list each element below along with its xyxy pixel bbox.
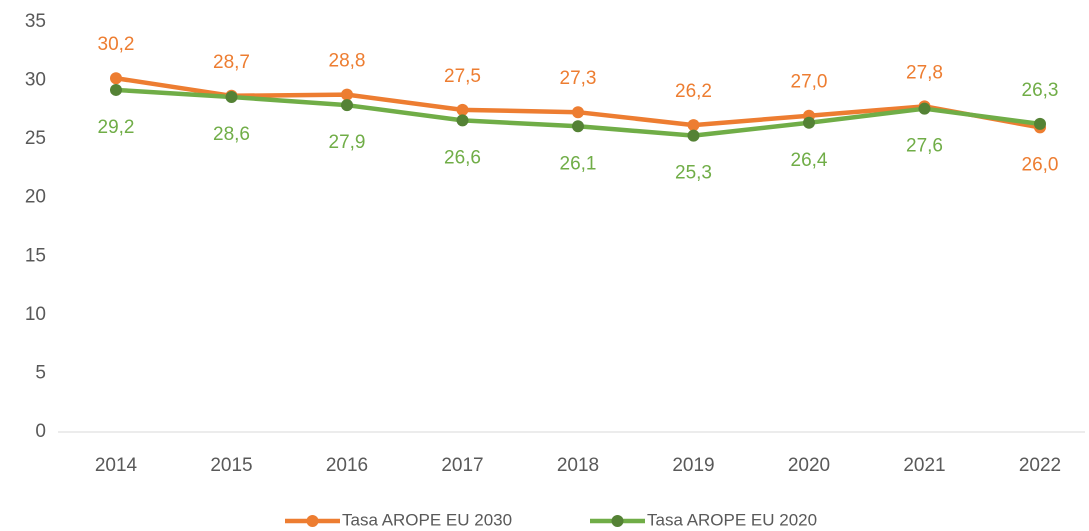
y-tick-label: 25: [25, 128, 46, 149]
data-point: [803, 116, 815, 129]
y-tick-label: 35: [25, 11, 46, 32]
data-label: 27,0: [791, 72, 828, 93]
data-label: 25,3: [675, 163, 712, 184]
data-point: [687, 119, 700, 132]
data-label: 27,9: [329, 132, 366, 153]
x-tick-label: 2016: [326, 455, 368, 476]
data-label: 26,0: [1022, 154, 1059, 175]
data-point: [110, 83, 122, 96]
data-label: 28,6: [213, 124, 250, 145]
data-point: [687, 129, 700, 142]
legend-label: Tasa AROPE EU 2020: [647, 510, 817, 529]
data-point: [572, 106, 584, 119]
y-tick-label: 15: [25, 245, 46, 266]
y-tick-label: 30: [25, 70, 46, 91]
y-tick-label: 10: [25, 304, 46, 325]
data-point: [456, 103, 469, 116]
data-label: 27,5: [444, 66, 481, 87]
data-label: 29,2: [98, 117, 135, 138]
y-tick-label: 0: [35, 421, 46, 442]
data-label: 30,2: [98, 34, 135, 55]
x-tick-label: 2021: [903, 455, 945, 476]
x-tick-label: 2019: [672, 455, 714, 476]
x-tick-label: 2022: [1019, 455, 1061, 476]
data-label: 27,8: [906, 62, 943, 83]
x-tick-label: 2018: [557, 455, 599, 476]
x-tick-label: 2015: [210, 455, 252, 476]
legend-marker: [306, 515, 319, 527]
data-label: 28,7: [213, 52, 250, 73]
x-tick-label: 2014: [95, 455, 138, 476]
data-label: 27,3: [560, 68, 597, 89]
y-tick-label: 20: [25, 187, 46, 208]
data-label: 26,3: [1022, 80, 1059, 101]
legend-label: Tasa AROPE EU 2030: [342, 510, 512, 529]
data-point: [572, 120, 584, 133]
y-tick-label: 5: [35, 362, 46, 383]
data-label: 26,6: [444, 147, 481, 168]
data-point: [918, 102, 931, 115]
data-point: [341, 99, 353, 112]
x-tick-label: 2017: [441, 455, 483, 476]
legend-marker: [611, 515, 624, 527]
data-label: 26,1: [560, 153, 597, 174]
data-label: 27,6: [906, 136, 943, 157]
data-point: [225, 90, 238, 103]
data-label: 28,8: [329, 51, 366, 72]
data-point: [341, 88, 353, 101]
data-label: 26,2: [675, 81, 712, 102]
data-label: 26,4: [791, 150, 828, 171]
data-point: [456, 114, 469, 127]
x-tick-label: 2020: [788, 455, 830, 476]
data-point: [110, 72, 122, 85]
data-point: [1034, 117, 1046, 130]
